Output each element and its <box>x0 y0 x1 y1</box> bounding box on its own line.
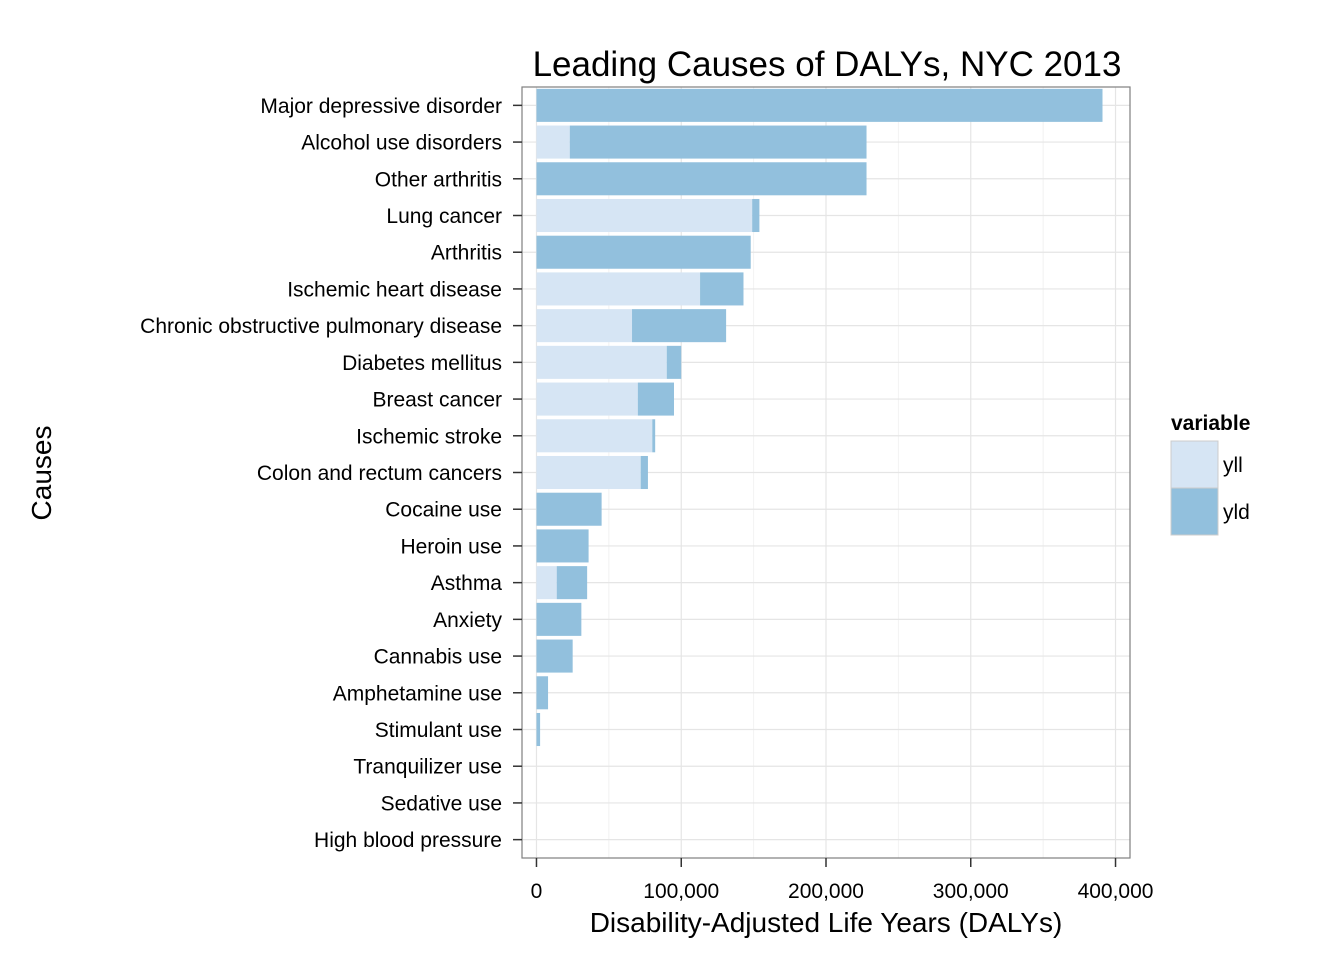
bar-yld <box>536 492 602 526</box>
y-tick-label: Stimulant use <box>375 719 502 742</box>
bars <box>536 88 1103 747</box>
y-tick-label: Arthritis <box>431 242 502 265</box>
bar-yll <box>536 455 641 490</box>
legend-key-yld <box>1170 487 1219 536</box>
bar-yll <box>536 125 570 159</box>
bar-yll <box>536 272 701 306</box>
bar-yll <box>536 198 753 233</box>
y-tick-label: Amphetamine use <box>333 682 502 705</box>
bar-yld <box>536 162 867 196</box>
x-axis: 0 100,000 200,000 300,000 400,000 <box>531 858 1154 903</box>
bar-yld <box>640 455 648 490</box>
bar-yld <box>666 345 682 379</box>
y-tick-label: Ischemic heart disease <box>287 278 502 301</box>
y-tick-label: Tranquilizer use <box>353 756 502 779</box>
legend-title: variable <box>1171 412 1250 435</box>
bar-yld <box>536 602 582 636</box>
legend-label-yld: yld <box>1223 501 1250 524</box>
bar-yll <box>536 419 653 453</box>
bar-yld <box>536 676 549 710</box>
y-tick-label: Sedative use <box>381 792 502 815</box>
bar-yld <box>536 639 573 673</box>
y-tick-label: Diabetes mellitus <box>342 352 502 375</box>
bar-yld <box>536 712 541 747</box>
bar-yld <box>652 419 656 453</box>
bar-yld <box>556 566 588 600</box>
legend-key-yll <box>1170 440 1219 489</box>
bar-yll <box>536 382 638 416</box>
bar-yld <box>536 235 751 269</box>
y-tick-label: Ischemic stroke <box>356 425 502 448</box>
y-tick-label: Lung cancer <box>386 205 502 228</box>
x-axis-title: Disability-Adjusted Life Years (DALYs) <box>590 907 1063 938</box>
x-tick-label: 300,000 <box>933 880 1009 903</box>
y-tick-label: Heroin use <box>400 535 502 558</box>
chart-title: Leading Causes of DALYs, NYC 2013 <box>533 45 1122 84</box>
bar-yld <box>752 198 760 233</box>
y-tick-label: Asthma <box>431 572 503 595</box>
x-tick-label: 0 <box>531 880 543 903</box>
bar-yll <box>536 309 633 343</box>
x-tick-label: 400,000 <box>1078 880 1154 903</box>
y-tick-label: Alcohol use disorders <box>301 132 502 155</box>
bar-yld <box>637 382 674 416</box>
y-tick-label: Breast cancer <box>372 389 502 412</box>
legend: variable yll yld <box>1170 412 1250 536</box>
y-tick-label: High blood pressure <box>314 829 502 852</box>
y-tick-label: Other arthritis <box>375 168 502 191</box>
y-tick-label: Major depressive disorder <box>260 95 502 118</box>
y-tick-label: Cannabis use <box>374 646 502 669</box>
legend-items: yll yld <box>1170 440 1250 536</box>
bar-yll <box>536 566 557 600</box>
legend-label-yll: yll <box>1223 454 1243 477</box>
x-tick-label: 200,000 <box>788 880 864 903</box>
bar-yld <box>536 88 1103 122</box>
bar-yld <box>632 309 727 343</box>
y-axis-title: Causes <box>26 426 57 521</box>
y-tick-label: Chronic obstructive pulmonary disease <box>140 315 502 338</box>
x-tick-label: 100,000 <box>643 880 719 903</box>
bar-yld <box>536 529 589 563</box>
y-tick-label: Cocaine use <box>385 499 502 522</box>
bar-yld <box>569 125 867 159</box>
bar-yld <box>700 272 744 306</box>
y-tick-label: Anxiety <box>433 609 502 632</box>
y-tick-label: Colon and rectum cancers <box>257 462 502 485</box>
bar-yll <box>536 345 667 379</box>
y-axis: Major depressive disorder Alcohol use dis… <box>140 95 522 852</box>
